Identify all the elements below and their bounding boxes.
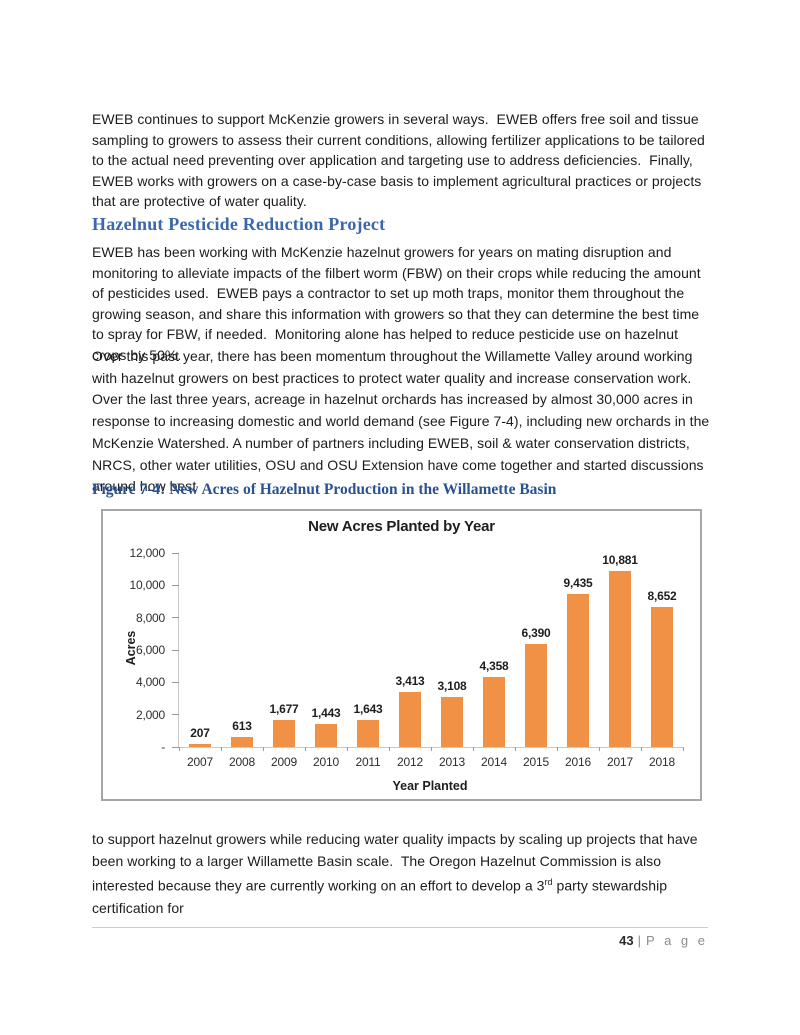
x-tick-mark: [262, 747, 264, 751]
section-heading: Hazelnut Pesticide Reduction Project: [92, 214, 386, 234]
footer-page-word: P a g e: [646, 933, 708, 948]
x-tick-mark: [346, 747, 348, 751]
x-tick-label: 2011: [355, 755, 381, 769]
x-tick-mark: [682, 747, 684, 751]
paragraph-text: to support hazelnut growers while reduci…: [92, 831, 702, 895]
bar-2008: [231, 737, 253, 747]
plot-area: - 2,000 4,000 6,000 8,000 10,000 12,000 207 2007…: [129, 546, 684, 769]
x-tick-mark: [556, 747, 558, 751]
x-tick-mark: [178, 747, 180, 751]
y-tick-mark: [172, 584, 179, 586]
x-tick-mark: [640, 747, 642, 751]
bar-value-label: 1,677: [269, 701, 299, 716]
bar-value-label: 1,643: [353, 702, 383, 717]
y-tick-mark: [172, 681, 179, 683]
x-tick-mark: [304, 747, 306, 751]
bar-value-label: 613: [232, 719, 252, 734]
x-tick-label: 2017: [607, 755, 633, 769]
paragraph-scaling-up: to support hazelnut growers while reduci…: [92, 829, 710, 919]
bar-value-label: 207: [190, 725, 210, 740]
x-tick-mark: [220, 747, 222, 751]
bar-value-label: 6,390: [521, 625, 551, 640]
bar-2011: [357, 720, 379, 747]
x-tick-label: 2009: [271, 755, 297, 769]
bar-value-label: 9,435: [563, 576, 593, 591]
bar-2016: [567, 594, 589, 747]
bar-value-label: 10,881: [602, 553, 638, 568]
x-tick-mark: [598, 747, 600, 751]
bar-value-label: 3,108: [437, 678, 467, 693]
bar-value-label: 4,358: [479, 658, 509, 673]
chart-title: New Acres Planted by Year: [308, 518, 495, 535]
ordinal-superscript: rd: [544, 877, 553, 888]
bar-2009: [273, 719, 295, 747]
x-tick-label: 2015: [523, 755, 549, 769]
y-tick-label: 8,000: [135, 610, 165, 625]
x-tick-label: 2016: [565, 755, 591, 769]
page-number: 43: [619, 933, 634, 948]
paragraph-text: party stewardship certification for: [92, 878, 672, 916]
y-tick-label: 12,000: [129, 546, 165, 560]
x-tick-label: 2013: [439, 755, 465, 769]
x-tick-label: 2007: [187, 755, 213, 769]
bar-value-label: 3,413: [395, 673, 425, 688]
x-tick-label: 2010: [313, 755, 339, 769]
bar-2007: [189, 743, 211, 747]
y-tick-label: 6,000: [135, 643, 165, 657]
page-footer: 43 | P a g e: [92, 927, 708, 948]
paragraph-eweb-support: EWEB continues to support McKenzie growe…: [92, 111, 709, 210]
bar-value-label: 8,652: [647, 589, 677, 604]
footer-separator: |: [637, 933, 642, 948]
y-tick-mark: [172, 617, 179, 619]
bar-2015: [525, 643, 547, 747]
figure-7-4-chart: New Acres Planted by Year Acres -2,000 4,…: [101, 509, 702, 801]
y-tick-mark: [172, 714, 179, 716]
x-tick-mark: [430, 747, 432, 751]
x-tick-mark: [472, 747, 474, 751]
x-axis-title: Year Planted: [392, 779, 468, 793]
y-tick-mark: [172, 746, 179, 748]
x-tick-label: 2014: [481, 755, 507, 769]
x-tick-mark: [514, 747, 516, 751]
y-tick-mark: [172, 552, 179, 554]
bar-2017: [609, 571, 631, 747]
x-tick-label: 2008: [229, 755, 255, 769]
bar-2013: [441, 696, 463, 747]
bar-2014: [483, 676, 505, 747]
paragraph-willamette-momentum: Over this past year, there has been mome…: [92, 348, 714, 495]
x-tick-mark: [388, 747, 390, 751]
y-tick-label: 10,000: [129, 578, 165, 593]
paragraph-fbw-monitoring: EWEB has been working with McKenzie haze…: [92, 244, 705, 363]
bar-2012: [399, 691, 421, 747]
x-tick-label: 2018: [649, 755, 675, 769]
bar-value-label: 1,443: [311, 705, 341, 720]
y-tick-mark: [172, 649, 179, 651]
bar-2018: [651, 607, 673, 747]
y-tick-label: 4,000: [135, 675, 165, 690]
figure-caption: Figure 7-4: New Acres of Hazelnut Produc…: [92, 481, 557, 498]
x-tick-label: 2012: [397, 755, 423, 769]
bar-2010: [315, 723, 337, 747]
y-tick-label: -: [161, 740, 165, 754]
y-tick-label: 2,000: [135, 707, 165, 722]
